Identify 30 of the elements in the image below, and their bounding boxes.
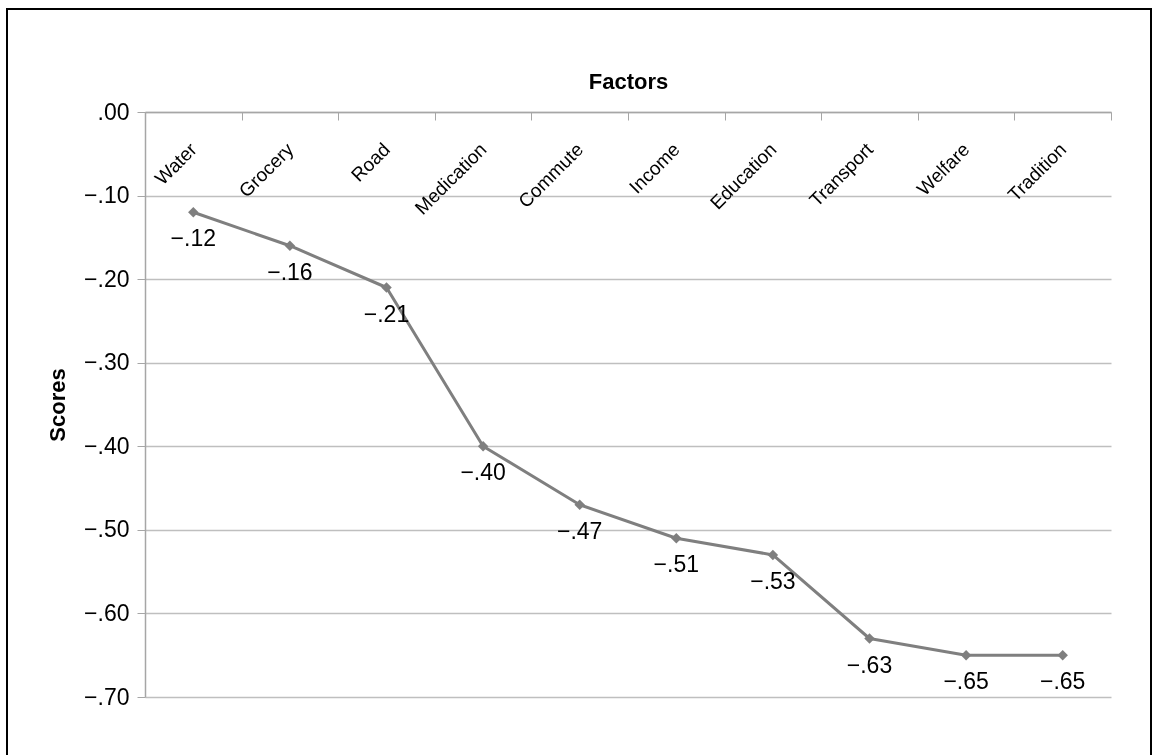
y-tick-label: −.50 [84,516,130,543]
data-label: −.47 [557,517,603,544]
point [188,207,199,218]
point [1057,649,1068,661]
data-label: −.53 [750,567,796,594]
point [960,649,972,661]
point [767,549,779,561]
point [574,499,585,511]
y-tick-label: −.70 [84,683,130,710]
y-tick-label: .00 [97,98,130,125]
data-label: −.40 [460,459,506,486]
data-label: −.63 [846,651,893,678]
y-tick-label: −.10 [84,182,130,209]
data-label: −.51 [653,551,699,578]
data-label: −.65 [1040,668,1086,695]
point [671,532,682,544]
y-axis-title: Scores [45,368,71,442]
y-tick-label: −.20 [84,265,130,292]
y-tick-label: −.60 [84,599,130,626]
y-tick-label: −.30 [84,349,130,376]
point [381,282,392,293]
data-label: −.21 [363,300,410,327]
point [284,240,296,251]
point [477,441,489,452]
y-tick-label: −.40 [84,432,130,459]
data-label: −.16 [267,258,313,285]
data-label: −.65 [943,668,989,695]
point [864,633,875,644]
data-label: −.12 [170,225,216,252]
x-axis-title: Factors [588,68,669,94]
